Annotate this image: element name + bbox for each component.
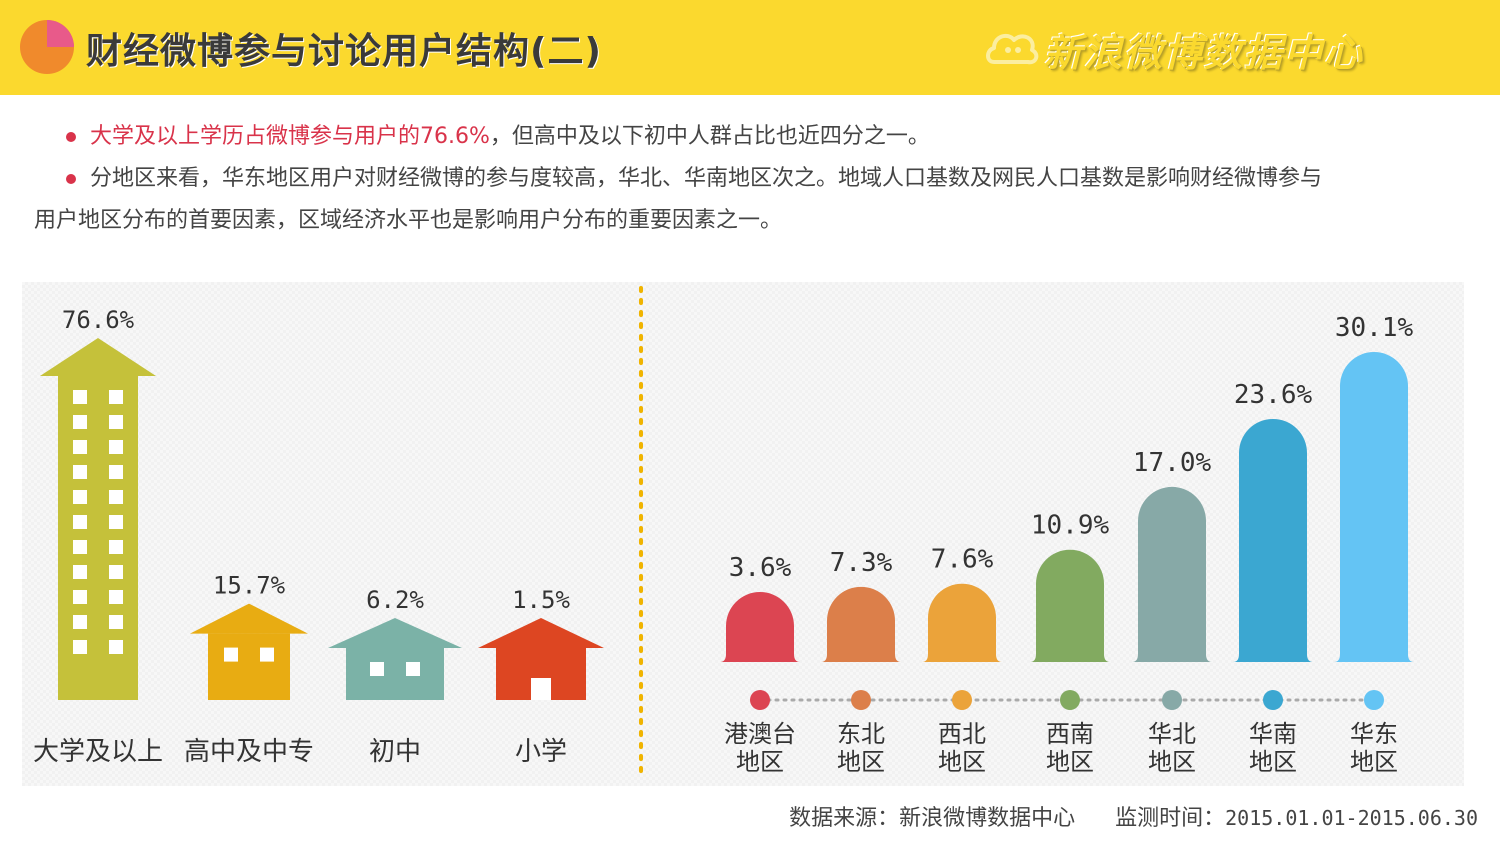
bullet-1: 大学及以上学历占微博参与用户的76.6%，但高中及以下初中人群占比也近四分之一。 xyxy=(34,116,1484,158)
region-bar xyxy=(1132,486,1212,662)
window-icon xyxy=(73,590,87,604)
region-value-label: 7.6% xyxy=(931,545,994,575)
bullet-2: 分地区来看，华东地区用户对财经微博的参与度较高，华北、华南地区次之。地域人口基数… xyxy=(34,158,1484,200)
education-bar xyxy=(208,633,290,700)
education-category-label: 大学及以上 xyxy=(33,737,163,767)
period-label: 监测时间： xyxy=(1115,806,1226,831)
region-bar xyxy=(821,586,901,662)
region-category-label: 西南 xyxy=(1046,720,1094,748)
weibo-logo-icon xyxy=(986,33,1039,65)
window-icon xyxy=(73,565,87,579)
region-bar xyxy=(1233,418,1313,662)
window-icon xyxy=(109,490,123,504)
education-value-label: 6.2% xyxy=(366,586,424,614)
region-value-label: 3.6% xyxy=(729,553,792,583)
window-icon xyxy=(73,640,87,654)
education-bar-roof xyxy=(328,618,462,648)
door-icon xyxy=(531,678,551,700)
window-icon xyxy=(109,615,123,629)
bullet-2-continuation: 用户地区分布的首要因素，区域经济水平也是影响用户分布的重要因素之一。 xyxy=(34,208,783,233)
education-bar-roof xyxy=(190,603,308,634)
education-value-label: 76.6% xyxy=(62,306,135,334)
window-icon xyxy=(260,647,274,662)
region-category-label: 地区 xyxy=(1046,748,1094,776)
education-category-label: 高中及中专 xyxy=(184,737,314,767)
region-category-label: 东北 xyxy=(837,720,885,748)
education-category-label: 小学 xyxy=(515,737,567,767)
window-icon xyxy=(109,465,123,479)
region-bar xyxy=(1030,549,1110,662)
window-icon xyxy=(73,540,87,554)
region-dot-icon xyxy=(1263,690,1283,710)
window-icon xyxy=(406,662,420,676)
region-dot-icon xyxy=(750,690,770,710)
window-icon xyxy=(73,490,87,504)
window-icon xyxy=(224,647,238,662)
region-bar xyxy=(1334,352,1414,662)
region-category-label: 华北 xyxy=(1148,720,1196,748)
region-value-label: 17.0% xyxy=(1133,448,1212,478)
window-icon xyxy=(73,515,87,529)
education-bar-roof xyxy=(478,618,604,648)
region-category-label: 华东 xyxy=(1350,720,1398,748)
window-icon xyxy=(109,415,123,429)
window-icon xyxy=(109,515,123,529)
data-source: 数据来源：新浪微博数据中心 监测时间：2015.01.01-2015.06.30 xyxy=(789,800,1478,832)
window-icon xyxy=(73,440,87,454)
window-icon xyxy=(73,390,87,404)
region-value-label: 7.3% xyxy=(830,548,893,578)
bullet-dot-icon xyxy=(66,132,76,142)
region-value-label: 10.9% xyxy=(1031,511,1110,541)
window-icon xyxy=(109,540,123,554)
source-label: 数据来源：新浪微博数据中心 xyxy=(789,806,1076,831)
region-category-label: 港澳台 xyxy=(724,720,796,748)
education-value-label: 1.5% xyxy=(512,586,570,614)
bullet-2-text: 分地区来看，华东地区用户对财经微博的参与度较高，华北、华南地区次之。地域人口基数… xyxy=(90,166,1323,191)
region-value-label: 30.1% xyxy=(1335,313,1414,343)
bullet-1-rest: ，但高中及以下初中人群占比也近四分之一。 xyxy=(489,124,930,149)
region-category-label: 华南 xyxy=(1249,720,1297,748)
window-icon xyxy=(370,662,384,676)
region-dot-icon xyxy=(851,690,871,710)
region-dot-icon xyxy=(1162,690,1182,710)
region-category-label: 地区 xyxy=(1249,748,1297,776)
window-icon xyxy=(109,590,123,604)
page-title: 财经微博参与讨论用户结构(二) xyxy=(86,31,602,72)
education-bar-roof xyxy=(40,338,156,376)
pie-chart-icon xyxy=(20,20,74,74)
education-bar xyxy=(58,376,138,700)
region-category-label: 地区 xyxy=(736,748,784,776)
window-icon xyxy=(73,615,87,629)
summary-text: 大学及以上学历占微博参与用户的76.6%，但高中及以下初中人群占比也近四分之一。… xyxy=(34,116,1484,242)
region-bar xyxy=(922,583,1002,662)
bullet-dot-icon xyxy=(66,174,76,184)
window-icon xyxy=(73,415,87,429)
bullet-1-highlight: 大学及以上学历占微博参与用户的76.6% xyxy=(90,124,490,149)
region-dot-icon xyxy=(1364,690,1384,710)
region-bar xyxy=(720,592,800,662)
window-icon xyxy=(109,390,123,404)
window-icon xyxy=(109,640,123,654)
region-category-label: 西北 xyxy=(938,720,986,748)
region-dot-icon xyxy=(1060,690,1080,710)
header-bar: 财经微博参与讨论用户结构(二) 新浪微博数据中心 xyxy=(0,0,1500,95)
window-icon xyxy=(109,440,123,454)
chart-panel xyxy=(22,282,1464,786)
window-icon xyxy=(73,465,87,479)
education-category-label: 初中 xyxy=(369,737,421,767)
education-value-label: 15.7% xyxy=(213,572,286,600)
region-category-label: 地区 xyxy=(938,748,986,776)
window-icon xyxy=(109,565,123,579)
region-category-label: 地区 xyxy=(1350,748,1398,776)
brand-name: 新浪微博数据中心 xyxy=(1044,31,1365,75)
education-bar xyxy=(346,648,444,700)
region-category-label: 地区 xyxy=(837,748,885,776)
region-category-label: 地区 xyxy=(1148,748,1196,776)
region-value-label: 23.6% xyxy=(1234,380,1313,410)
period-value: 2015.01.01-2015.06.30 xyxy=(1225,806,1478,830)
region-dot-icon xyxy=(952,690,972,710)
